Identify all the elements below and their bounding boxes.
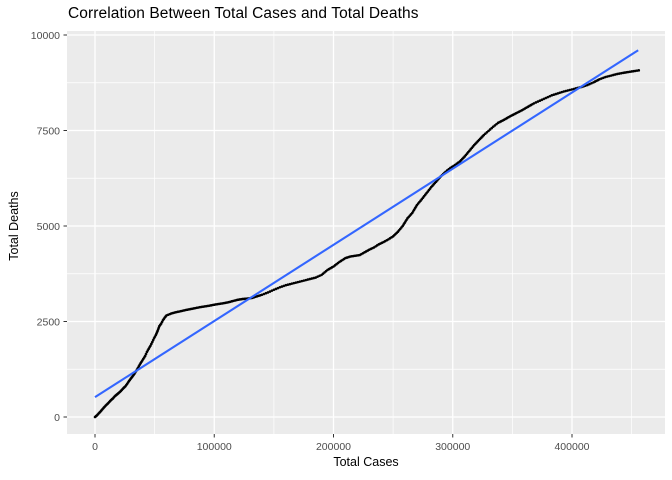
y-tick-label: 0 <box>54 412 60 424</box>
data-point <box>612 73 615 77</box>
x-tick-label: 100000 <box>197 441 232 453</box>
data-point <box>590 81 593 85</box>
y-tick-label: 7500 <box>37 125 61 137</box>
data-point <box>314 276 317 279</box>
data-point <box>556 92 559 95</box>
data-point <box>618 72 621 75</box>
y-tick-label: 5000 <box>37 221 61 233</box>
plot-panel <box>67 31 665 434</box>
data-point <box>588 82 591 86</box>
data-point <box>614 73 617 76</box>
data-point <box>586 83 589 87</box>
data-point <box>290 282 294 285</box>
data-point <box>542 97 546 101</box>
data-point <box>600 77 603 80</box>
data-point <box>570 88 573 91</box>
x-tick-label: 0 <box>92 441 98 453</box>
data-point <box>276 286 280 290</box>
data-point <box>300 279 304 283</box>
x-tick-label: 300000 <box>435 441 470 453</box>
data-point <box>534 101 538 104</box>
data-point <box>282 284 286 288</box>
data-point <box>294 281 298 284</box>
data-point <box>286 283 290 287</box>
data-point <box>560 90 563 94</box>
data-point <box>264 291 268 295</box>
x-axis-title: Total Cases <box>333 455 399 469</box>
data-point <box>262 292 266 296</box>
data-point <box>278 286 282 289</box>
data-point <box>558 91 561 95</box>
data-point <box>312 276 315 280</box>
data-point <box>568 88 571 92</box>
data-point <box>272 288 276 292</box>
data-point <box>284 283 288 287</box>
data-point <box>318 274 321 278</box>
data-point <box>296 280 300 284</box>
data-point <box>274 287 278 291</box>
data-point <box>604 75 607 79</box>
data-point <box>302 279 305 282</box>
data-point <box>548 94 552 98</box>
data-point <box>540 98 544 102</box>
data-point <box>310 277 313 280</box>
data-point <box>298 280 302 283</box>
data-point <box>602 76 605 80</box>
plot-title: Correlation Between Total Cases and Tota… <box>68 5 419 22</box>
data-point <box>616 72 619 76</box>
data-point <box>292 281 296 285</box>
data-point <box>598 78 601 81</box>
data-point <box>280 285 284 288</box>
data-point <box>564 89 567 93</box>
data-point <box>266 291 270 294</box>
y-tick-label: 2500 <box>37 316 61 328</box>
data-point <box>552 93 556 97</box>
data-point <box>144 352 148 356</box>
data-point <box>619 71 623 75</box>
data-point <box>546 95 550 99</box>
data-point <box>288 282 292 286</box>
data-point <box>536 100 540 103</box>
data-point <box>550 94 554 97</box>
data-point <box>268 290 272 293</box>
data-point <box>554 92 558 96</box>
y-axis-title: Total Deaths <box>7 191 21 261</box>
x-tick-label: 400000 <box>554 441 589 453</box>
data-point <box>306 278 309 281</box>
data-point <box>610 74 613 77</box>
data-point <box>544 96 548 100</box>
data-point <box>608 74 611 78</box>
data-point <box>572 87 575 91</box>
data-point <box>270 289 274 292</box>
data-point <box>532 102 536 105</box>
data-point <box>316 275 319 278</box>
data-point <box>308 277 311 281</box>
data-point <box>637 69 641 72</box>
trend-line <box>94 49 639 399</box>
data-point <box>260 293 264 297</box>
x-tick-label: 200000 <box>316 441 351 453</box>
data-point <box>606 75 609 78</box>
data-point <box>566 89 569 92</box>
y-tick-label: 10000 <box>31 30 60 42</box>
data-point <box>143 354 147 358</box>
data-point <box>562 90 565 93</box>
data-point <box>304 278 307 282</box>
data-point <box>538 99 542 103</box>
